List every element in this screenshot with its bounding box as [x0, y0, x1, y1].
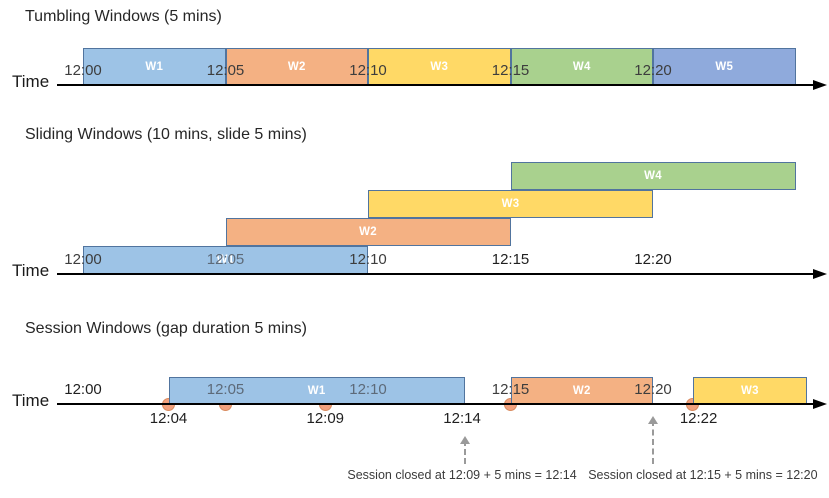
event-time-label: 12:22: [679, 410, 718, 427]
tick-label: 12:15: [491, 381, 530, 398]
window-box-w3: W3: [368, 48, 511, 85]
tick-label: 12:10: [349, 251, 387, 268]
section-title-session: Session Windows (gap duration 5 mins): [25, 320, 307, 337]
event-time-label: 12:14: [443, 410, 481, 427]
tick-label: 12:05: [206, 62, 245, 79]
window-box-w1: W1: [83, 48, 226, 85]
window-box-w2: W2: [225, 218, 511, 246]
tick-label: 12:15: [491, 251, 530, 268]
window-box-w2: W2: [225, 48, 368, 85]
window-box-w4: W4: [510, 162, 796, 190]
window-box-w2: W2: [510, 377, 653, 404]
window-label-w5: W5: [715, 60, 734, 73]
window-box-w3: W3: [692, 377, 807, 404]
dashed-up-arrow: [648, 416, 658, 464]
tick-label: 12:10: [349, 381, 387, 398]
dashed-up-arrow: [459, 436, 470, 464]
window-label-w3: W3: [430, 60, 449, 73]
timeline-line: [57, 403, 815, 405]
time-axis-label-tumbling: Time: [12, 72, 50, 91]
tick-label: 12:20: [634, 251, 672, 268]
window-box-w1: W1: [168, 377, 465, 404]
section-title-tumbling: Tumbling Windows (5 mins): [25, 8, 222, 25]
window-box-w5: W5: [653, 48, 796, 85]
tick-label: 12:10: [349, 62, 387, 79]
tick-label: 12:00: [64, 381, 102, 398]
session-annotation: Session closed at 12:09 + 5 mins = 12:14: [347, 468, 577, 482]
section-title-sliding: Sliding Windows (10 mins, slide 5 mins): [25, 126, 307, 143]
timeline-arrowhead: [813, 80, 827, 90]
window-label-w1: W1: [216, 254, 235, 266]
window-label-w1: W1: [307, 384, 326, 397]
window-box-w1: W1: [83, 246, 368, 274]
tick-label: 12:05: [206, 251, 245, 268]
event-time-label: 12:09: [306, 410, 345, 427]
window-label-w3: W3: [740, 384, 759, 397]
window-label-w3: W3: [501, 198, 520, 210]
timeline-line: [57, 84, 815, 86]
session-annotation: Session closed at 12:15 + 5 mins = 12:20: [588, 468, 818, 482]
event-time-label: 12:04: [149, 410, 188, 427]
window-label-w4: W4: [572, 60, 591, 73]
window-label-w1: W1: [145, 60, 164, 73]
timeline-arrowhead: [813, 269, 827, 279]
window-box-w4: W4: [510, 48, 653, 85]
time-axis-label-session: Time: [12, 391, 50, 410]
tick-label: 12:00: [64, 62, 102, 79]
tick-label: 12:15: [491, 62, 530, 79]
tick-label: 12:20: [634, 381, 672, 398]
tick-label: 12:05: [206, 381, 245, 398]
window-label-w2: W2: [359, 226, 377, 238]
tick-label: 12:20: [634, 62, 672, 79]
timeline-arrowhead: [813, 399, 827, 409]
window-box-w3: W3: [368, 190, 653, 218]
window-label-w4: W4: [644, 170, 662, 182]
time-axis-label-sliding: Time: [12, 261, 50, 280]
timeline-line: [57, 273, 815, 275]
tick-label: 12:00: [64, 251, 102, 268]
window-label-w2: W2: [572, 384, 591, 397]
window-label-w2: W2: [287, 60, 306, 73]
